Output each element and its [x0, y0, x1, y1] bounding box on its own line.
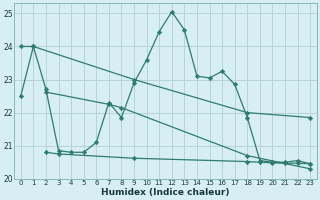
X-axis label: Humidex (Indice chaleur): Humidex (Indice chaleur) [101, 188, 230, 197]
